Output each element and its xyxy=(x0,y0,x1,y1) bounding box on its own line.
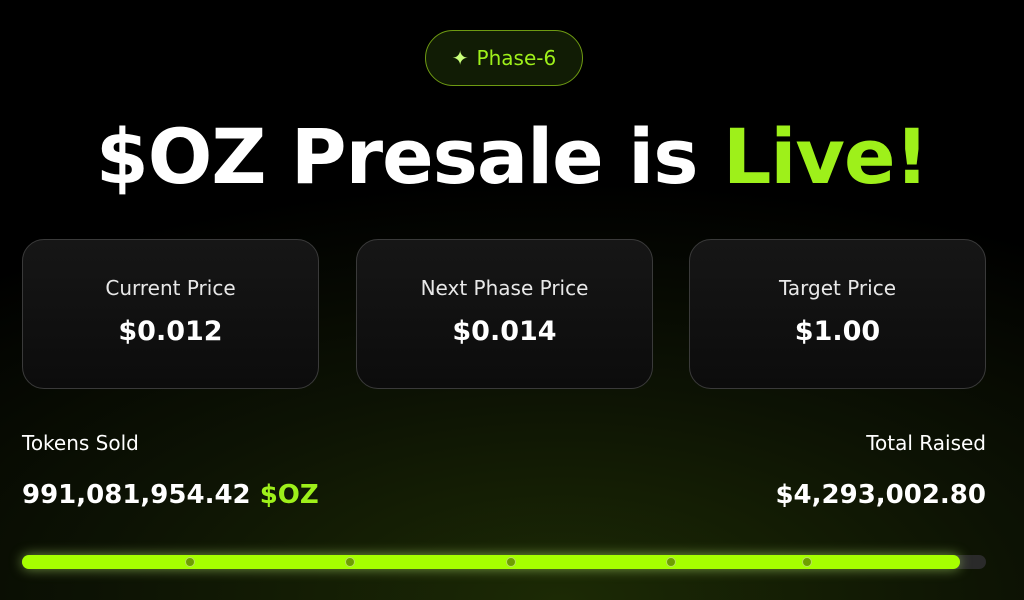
card-label: Target Price xyxy=(778,276,897,300)
target-price-card: Target Price $1.00 xyxy=(689,239,986,389)
title-main: $OZ Presale is xyxy=(95,112,723,201)
card-label: Next Phase Price xyxy=(420,276,589,300)
progress-bar xyxy=(22,555,986,569)
tokens-sold-label: Tokens Sold xyxy=(22,431,139,455)
tokens-sold-amount: 991,081,954.42 xyxy=(22,480,251,510)
card-value: $1.00 xyxy=(794,316,881,347)
title-highlight: Live! xyxy=(722,112,929,201)
phase-badge: ✦ Phase-6 xyxy=(425,30,583,86)
page-title: $OZ Presale is Live! xyxy=(0,112,1024,201)
card-value: $0.014 xyxy=(452,316,557,347)
milestone-dot xyxy=(665,557,676,567)
milestone-dot xyxy=(344,557,355,567)
current-price-card: Current Price $0.012 xyxy=(22,239,319,389)
phase-label: Phase-6 xyxy=(476,46,557,70)
total-raised-label: Total Raised xyxy=(866,431,986,455)
milestone-dot xyxy=(184,557,195,567)
next-phase-price-card: Next Phase Price $0.014 xyxy=(356,239,653,389)
milestone-dot xyxy=(801,557,812,567)
progress-fill xyxy=(22,555,960,569)
sparkle-icon: ✦ xyxy=(451,46,469,70)
card-value: $0.012 xyxy=(118,316,223,347)
card-label: Current Price xyxy=(105,276,236,300)
tokens-sold-value: 991,081,954.42 $OZ xyxy=(22,480,319,510)
tokens-sold-unit: $OZ xyxy=(259,480,319,510)
total-raised-value: $4,293,002.80 xyxy=(775,480,986,510)
milestone-dot xyxy=(505,557,516,567)
